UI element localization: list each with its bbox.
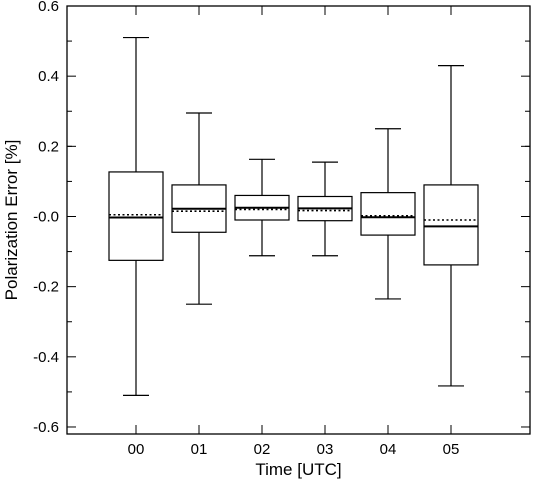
y-axis-label: Polarization Error [%] [2, 140, 21, 301]
y-tick-label: 0.2 [38, 138, 59, 155]
box-series [108, 36, 479, 397]
box-05 [423, 65, 479, 387]
box-04 [360, 128, 416, 300]
box-03 [297, 161, 353, 257]
x-tick-label: 04 [380, 441, 397, 458]
box-iqr [108, 171, 164, 261]
y-tick-label: -0.6 [33, 419, 59, 436]
plot-frame [66, 5, 531, 435]
box-iqr [423, 184, 479, 266]
y-tick-label: -0.0 [33, 208, 59, 225]
box-iqr [360, 192, 416, 236]
x-tick-label: 02 [254, 441, 271, 458]
box-00 [108, 36, 164, 397]
y-tick-label: 0.6 [38, 0, 59, 15]
x-tick-label: 00 [128, 441, 145, 458]
x-tick-label: 05 [443, 441, 460, 458]
box-01 [171, 112, 227, 305]
x-tick-label: 01 [191, 441, 208, 458]
y-axis-ticks: -0.6 -0.4 -0.2 -0.0 0.2 0.4 0.6 [33, 0, 530, 436]
x-axis-label: Time [UTC] [255, 460, 341, 479]
y-tick-label: -0.4 [33, 349, 59, 366]
y-tick-label: 0.4 [38, 68, 59, 85]
x-axis-ticks: 00 01 02 03 04 05 [128, 6, 460, 458]
y-tick-label: -0.2 [33, 279, 59, 296]
x-tick-label: 03 [317, 441, 334, 458]
box-02 [234, 158, 290, 257]
